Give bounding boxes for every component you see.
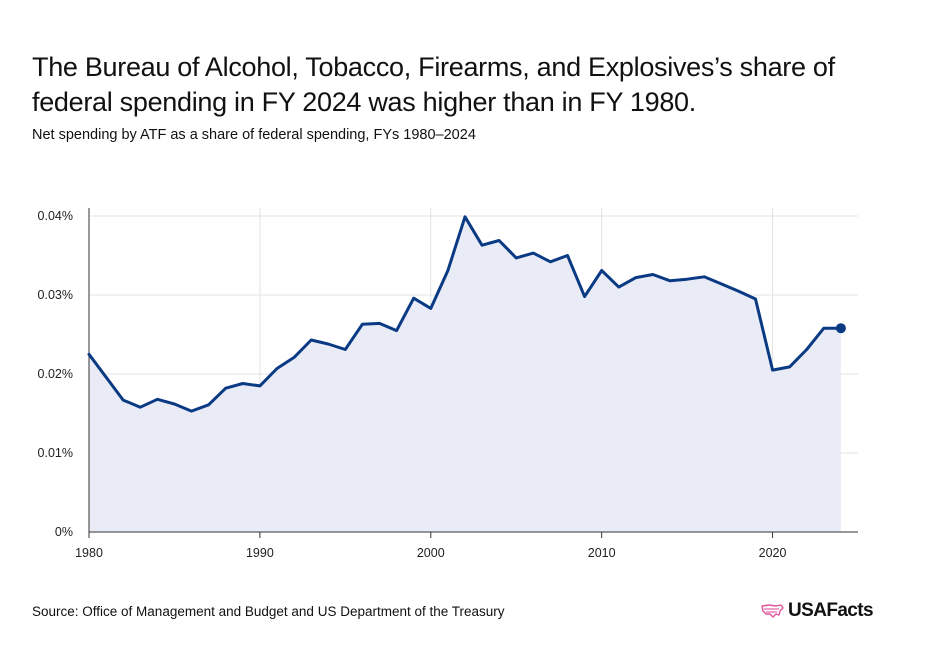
x-tick-label: 2000 bbox=[417, 546, 445, 560]
area-fill bbox=[89, 216, 841, 533]
y-tick-label: 0.04% bbox=[38, 209, 73, 223]
logo-text: USAFacts bbox=[788, 600, 874, 621]
data-point bbox=[446, 269, 450, 273]
data-point bbox=[497, 239, 501, 243]
x-tick-label: 1990 bbox=[246, 546, 274, 560]
data-point bbox=[685, 277, 689, 281]
data-point bbox=[138, 405, 142, 409]
data-point bbox=[275, 367, 279, 371]
data-point bbox=[378, 321, 382, 325]
series-line bbox=[87, 215, 843, 413]
data-point bbox=[771, 368, 775, 372]
data-point bbox=[566, 254, 570, 258]
data-point bbox=[719, 282, 723, 286]
data-point bbox=[309, 338, 313, 342]
data-point bbox=[531, 251, 535, 255]
data-point bbox=[805, 348, 809, 352]
data-point bbox=[463, 215, 467, 219]
y-tick-label: 0% bbox=[55, 525, 73, 539]
data-point bbox=[343, 348, 347, 352]
tick-labels: 0% 0.01% 0.02% 0.03% 0.04% 1980 1990 2000 2010 20… bbox=[38, 209, 787, 560]
data-point bbox=[224, 386, 228, 390]
data-point bbox=[395, 329, 399, 333]
data-point bbox=[514, 256, 518, 260]
data-point bbox=[207, 403, 211, 407]
data-point bbox=[360, 322, 364, 326]
x-tick-label: 1980 bbox=[75, 546, 103, 560]
y-tick-label: 0.03% bbox=[38, 288, 73, 302]
data-point bbox=[480, 243, 484, 247]
data-point bbox=[702, 275, 706, 279]
data-point bbox=[822, 326, 826, 330]
data-point bbox=[651, 273, 655, 277]
data-point bbox=[788, 365, 792, 369]
data-point bbox=[583, 295, 587, 299]
data-point bbox=[172, 402, 176, 406]
x-tick-label: 2010 bbox=[588, 546, 616, 560]
usa-map-icon bbox=[761, 604, 784, 618]
data-point bbox=[634, 276, 638, 280]
x-tick-label: 2020 bbox=[759, 546, 787, 560]
source-note: Source: Office of Management and Budget … bbox=[32, 604, 505, 619]
data-point bbox=[617, 285, 621, 289]
chart-title: The Bureau of Alcohol, Tobacco, Firearms… bbox=[32, 52, 835, 117]
y-tick-label: 0.01% bbox=[38, 446, 73, 460]
data-point bbox=[241, 382, 245, 386]
data-points bbox=[87, 215, 846, 413]
data-point bbox=[429, 306, 433, 310]
data-point bbox=[326, 342, 330, 346]
data-point bbox=[548, 260, 552, 264]
usafacts-logo: USAFacts bbox=[760, 600, 874, 622]
data-point bbox=[736, 289, 740, 293]
data-point bbox=[600, 269, 604, 273]
data-point bbox=[121, 398, 125, 402]
axes bbox=[88, 208, 858, 538]
data-point bbox=[412, 296, 416, 300]
data-point bbox=[668, 279, 672, 283]
data-point bbox=[292, 355, 296, 359]
chart-subtitle: Net spending by ATF as a share of federa… bbox=[32, 127, 476, 143]
data-point bbox=[754, 297, 758, 301]
data-point bbox=[104, 375, 108, 379]
data-point bbox=[155, 397, 159, 401]
data-point bbox=[190, 409, 194, 413]
data-point bbox=[258, 384, 262, 388]
y-tick-label: 0.02% bbox=[38, 367, 73, 381]
data-point bbox=[87, 352, 91, 356]
last-point-marker bbox=[835, 323, 846, 334]
